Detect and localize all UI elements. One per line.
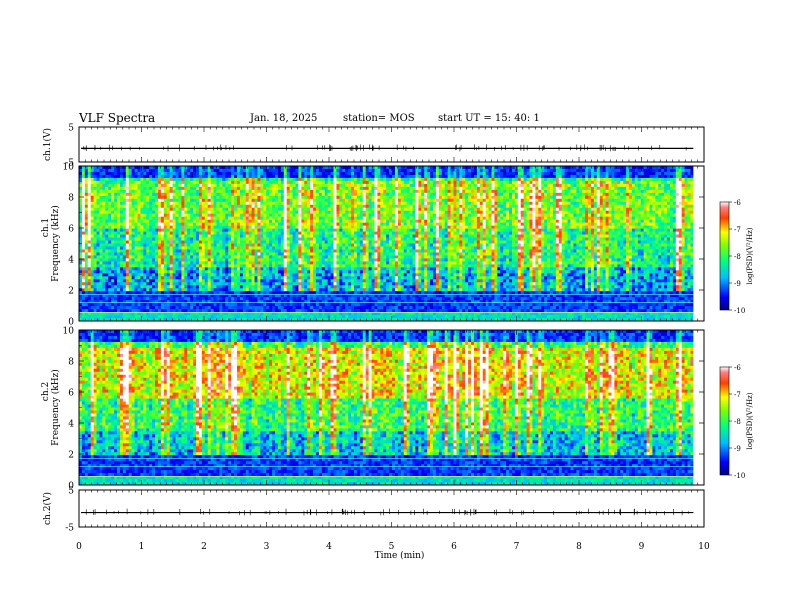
ch2-ylabel-frequency: Frequency (kHz) bbox=[50, 369, 61, 446]
ch1-colorbar bbox=[720, 202, 729, 310]
ch2-ytick-label: 6 bbox=[68, 389, 74, 399]
x-tick-label: 7 bbox=[514, 542, 520, 552]
x-tick-label: 1 bbox=[139, 542, 145, 552]
ch1-colorbar-tick-label: -7 bbox=[734, 226, 741, 234]
ch1-colorbar-tick-label: -9 bbox=[734, 280, 741, 288]
x-axis-label: Time (min) bbox=[375, 550, 425, 561]
ch2-colorbar-tick-label: -7 bbox=[734, 391, 741, 399]
ch1-ylabel-channel: ch.1 bbox=[41, 218, 51, 237]
ch1-spectrogram bbox=[79, 166, 694, 321]
ch1-ytick-label: 6 bbox=[68, 225, 74, 235]
x-tick-label: 4 bbox=[326, 542, 332, 552]
ch2-ylabel-channel: ch.2 bbox=[41, 382, 51, 401]
ch2v-ytick-label: -5 bbox=[65, 524, 74, 534]
ch1-colorbar-label: log(PSD)(V²/Hz) bbox=[746, 227, 754, 284]
ch2-colorbar-tick-label: -6 bbox=[734, 364, 741, 372]
ch2-ytick-label: 10 bbox=[63, 327, 75, 337]
x-tick-label: 8 bbox=[576, 542, 582, 552]
ch1-ytick-label: 8 bbox=[68, 194, 74, 204]
ch2-spectrogram bbox=[79, 330, 694, 485]
ch1-colorbar-tick-label: -6 bbox=[734, 199, 741, 207]
ch1v-ytick-label: 5 bbox=[68, 124, 74, 134]
ch2-colorbar bbox=[720, 367, 729, 475]
ch2-colorbar-tick-label: -8 bbox=[734, 418, 741, 426]
ch2-ytick-label: 2 bbox=[68, 451, 74, 461]
ch2-ytick-label: 8 bbox=[68, 358, 74, 368]
ch1v-frame bbox=[79, 127, 704, 162]
x-tick-label: 6 bbox=[451, 542, 457, 552]
x-tick-label: 0 bbox=[76, 542, 82, 552]
ch2-colorbar-tick-label: -9 bbox=[734, 445, 741, 453]
ch2-colorbar-tick-label: -10 bbox=[734, 472, 745, 480]
vlf-figure: 5 -5 ch.1(V) -6 -7 -8 -9 -10 log(PSD)(V²/Hz) 0 2 4 6… bbox=[0, 0, 792, 612]
x-tick-label: 3 bbox=[264, 542, 270, 552]
ch2-ytick-label: 4 bbox=[68, 420, 74, 430]
ch1-no-data-area bbox=[693, 166, 704, 321]
ch2v-ylabel: ch.2(V) bbox=[42, 492, 53, 525]
ch1-ytick-label: 2 bbox=[68, 287, 74, 297]
ch1-ytick-label: 10 bbox=[63, 163, 75, 173]
ch1-ytick-label: 4 bbox=[68, 256, 74, 266]
x-tick-label: 10 bbox=[698, 542, 710, 552]
ch1-ylabel-frequency: Frequency (kHz) bbox=[50, 205, 61, 282]
ch2-no-data-area bbox=[693, 330, 704, 485]
ch1-colorbar-tick-label: -8 bbox=[734, 253, 741, 261]
ch2v-frame bbox=[79, 490, 704, 527]
x-tick-label: 9 bbox=[639, 542, 645, 552]
x-tick-label: 2 bbox=[201, 542, 207, 552]
ch2-colorbar-label: log(PSD)(V²/Hz) bbox=[746, 392, 754, 449]
ch2v-ytick-label: 5 bbox=[68, 487, 74, 497]
ch1-colorbar-tick-label: -10 bbox=[734, 307, 745, 315]
ch1v-ylabel: ch.1(V) bbox=[42, 128, 53, 161]
